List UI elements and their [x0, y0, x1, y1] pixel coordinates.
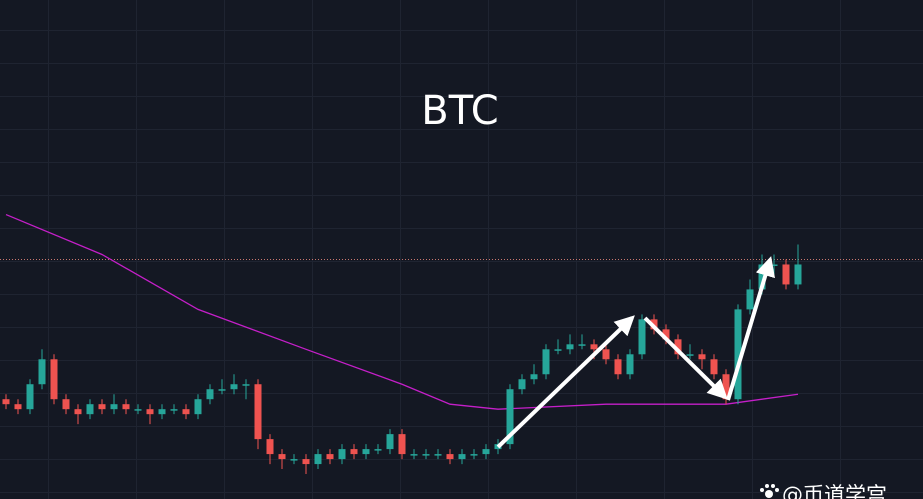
candle-body [254, 384, 262, 440]
candle-body [182, 409, 190, 415]
candle-body [602, 349, 610, 360]
candle-body [734, 309, 742, 400]
candle-body [290, 459, 298, 461]
candle-body [194, 399, 202, 415]
candle-body [398, 434, 406, 455]
candle-body [14, 404, 22, 410]
candle-body [674, 339, 682, 355]
candle-body [530, 374, 538, 380]
candle-body [242, 384, 250, 386]
plot-area [0, 213, 923, 475]
candle-body [26, 384, 34, 410]
candle-body [662, 329, 670, 340]
chart-title: BTC [421, 88, 498, 134]
candle-body [134, 409, 142, 411]
trend-arrows [496, 256, 775, 449]
candle-body [386, 434, 394, 450]
candle-body [554, 349, 562, 351]
candle-body [782, 264, 790, 285]
candle-body [50, 359, 58, 400]
candle-body [638, 319, 646, 355]
candle-body [422, 454, 430, 456]
candle-body [614, 359, 622, 375]
arrow [726, 256, 775, 401]
candle-body [302, 459, 310, 465]
candle-body [434, 454, 442, 456]
candle-body [278, 454, 286, 460]
candle-body [122, 404, 130, 410]
candle-body [110, 404, 118, 410]
candle-body [458, 454, 466, 460]
candle-body [86, 404, 94, 415]
candle-body [626, 354, 634, 375]
candle-body [542, 349, 550, 375]
candle-body [410, 454, 418, 456]
arrow [643, 316, 728, 400]
candle-body [218, 389, 226, 391]
candle-body [338, 449, 346, 460]
candle-body [698, 354, 706, 360]
candle-body [482, 449, 490, 455]
candle-body [710, 359, 718, 375]
candle-body [158, 409, 166, 415]
candle-body [146, 409, 154, 415]
candle-body [362, 449, 370, 455]
candle-body [470, 454, 478, 456]
candle-body [62, 399, 70, 410]
candle-body [38, 359, 46, 385]
candle-body [446, 454, 454, 460]
moving-average [5, 213, 799, 410]
candle-body [98, 404, 106, 410]
candle-body [2, 399, 10, 405]
candle-body [170, 409, 178, 411]
candle-body [314, 454, 322, 465]
candle-body [374, 449, 382, 451]
candle-body [74, 409, 82, 415]
candle-body [578, 344, 586, 346]
watermark: @币道学宫 [782, 483, 887, 499]
candle-body [566, 344, 574, 350]
candle-body [206, 389, 214, 400]
candle-body [746, 289, 754, 310]
candle-body [686, 354, 694, 356]
candle-body [590, 344, 598, 350]
candle-body [506, 389, 514, 445]
candle-body [794, 264, 802, 285]
candle-body [518, 379, 526, 390]
candle-body [350, 449, 358, 455]
candle-body [266, 439, 274, 455]
arrow [496, 315, 635, 449]
candle-body [326, 454, 334, 460]
candle-body [770, 264, 778, 266]
candle-body [230, 384, 238, 390]
paw-icon [760, 484, 779, 498]
